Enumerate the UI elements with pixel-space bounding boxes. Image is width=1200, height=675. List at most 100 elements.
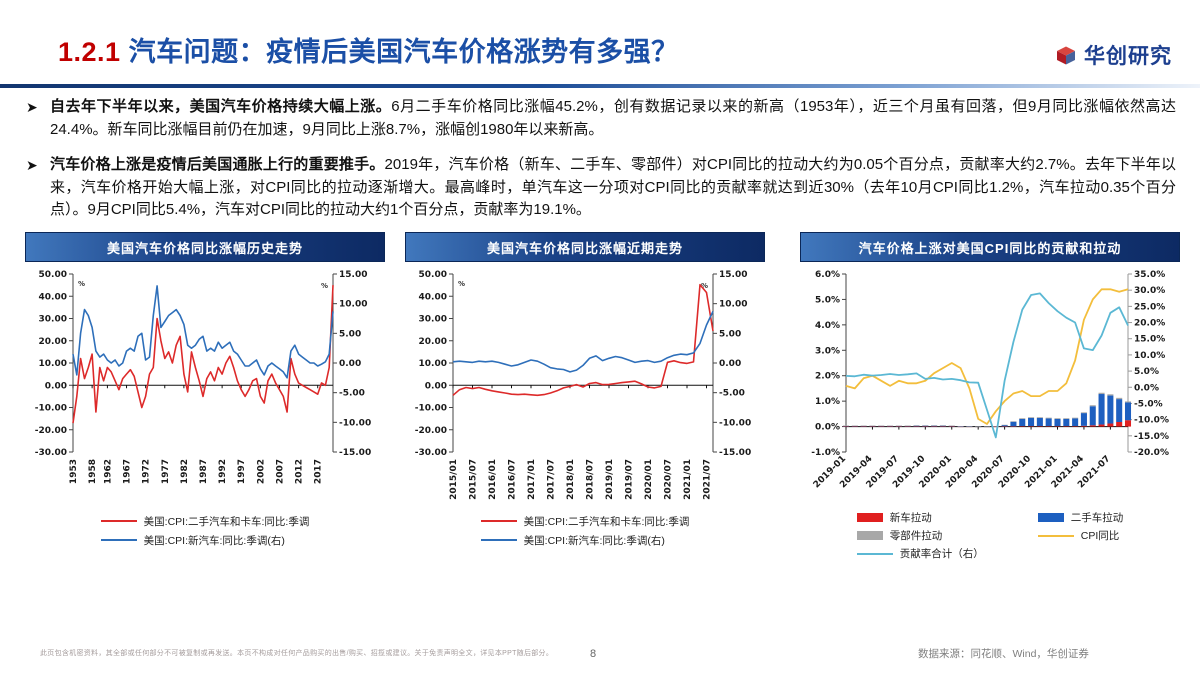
svg-text:2002: 2002 [256,459,266,484]
svg-text:-10.00: -10.00 [339,418,371,428]
svg-text:1953: 1953 [69,459,79,484]
legend-label: 二手车拉动 [1070,512,1124,524]
svg-text:1982: 1982 [180,459,190,484]
svg-text:%: % [321,282,328,290]
svg-text:25.0%: 25.0% [1134,302,1165,312]
svg-text:1992: 1992 [218,459,228,484]
svg-text:1997: 1997 [237,459,247,484]
legend-item: 二手车拉动 [1037,510,1124,525]
svg-text:50.00: 50.00 [419,270,447,280]
svg-text:2020/07: 2020/07 [664,459,674,500]
svg-text:-20.00: -20.00 [415,426,447,436]
svg-text:-5.00: -5.00 [339,389,365,399]
brand-logo-text: 华创研究 [1084,45,1172,68]
svg-text:10.00: 10.00 [39,359,67,369]
svg-text:5.0%: 5.0% [1134,367,1159,377]
svg-text:2015/07: 2015/07 [469,459,479,500]
page-title-text: 汽车问题：疫情后美国汽车价格涨势有多强？ [128,37,679,67]
legend-item: 零部件拉动 [856,528,943,543]
svg-text:3.0%: 3.0% [815,346,840,356]
bullet-1-rest: 6月二手车价格同比涨幅45.2%，创有数据记录以来的新高（1953年），近三个月… [50,98,1176,138]
svg-text:-1.0%: -1.0% [811,448,840,458]
legend-swatch [856,513,883,522]
bullet-2-lead: 汽车价格上涨是疫情后美国通胀上行的重要推手。 [50,156,385,173]
data-source: 数据来源：同花顺、Wind，华创证券 [918,648,1089,660]
svg-text:1977: 1977 [161,459,171,484]
chart-recent-title: 美国汽车价格同比涨幅近期走势 [405,232,765,262]
svg-text:-10.0%: -10.0% [1134,416,1169,426]
svg-text:2017: 2017 [314,459,324,484]
chart-history-title: 美国汽车价格同比涨幅历史走势 [25,232,385,262]
chart-panel-recent: 美国汽车价格同比涨幅近期走势 50.00 40.00 30.00 20.00 10.00… [405,232,765,548]
bullet-item-2: ➤ 汽车价格上涨是疫情后美国通胀上行的重要推手。2019年，汽车价格（新车、二手… [26,154,1176,222]
chart-recent-legend: 美国:CPI:二手汽车和卡车:同比:季调 美国:CPI:新汽车:同比:季调(右) [405,509,765,548]
svg-text:15.0%: 15.0% [1134,335,1165,345]
legend-label: 零部件拉动 [889,530,943,542]
svg-text:2021/01: 2021/01 [683,459,693,500]
svg-text:%: % [78,280,85,288]
svg-text:-15.0%: -15.0% [1134,432,1169,442]
svg-text:1958: 1958 [88,459,98,484]
page-title: 1.2.1 汽车问题：疫情后美国汽车价格涨势有多强？ [58,30,679,69]
legend-item: 新车拉动 [856,510,932,525]
svg-text:10.0%: 10.0% [1134,351,1165,361]
legend-item: 美国:CPI:二手汽车和卡车:同比:季调 [480,514,689,529]
svg-text:2021/07: 2021/07 [703,459,713,500]
svg-text:-15.00: -15.00 [339,448,371,458]
cube-logo-icon [1057,46,1075,65]
bullet-2-rest: 2019年，汽车价格（新车、二手车、零部件）对CPI同比的拉动大约为0.05个百… [50,156,1176,218]
legend-swatch [480,539,517,541]
svg-text:-15.00: -15.00 [719,448,751,458]
legend-label: 美国:CPI:新汽车:同比:季调(右) [143,534,285,547]
footer-disclaimer: 此页包含机密资料，其全部或任何部分不可被复制或再发送。本页不构成对任何产品购买的… [40,650,554,657]
svg-text:-30.00: -30.00 [415,448,447,458]
legend-item: 美国:CPI:二手汽车和卡车:同比:季调 [100,514,309,529]
brand-logo: 华创研究 [1054,40,1172,70]
svg-text:40.00: 40.00 [419,292,447,302]
svg-text:10.00: 10.00 [419,359,447,369]
svg-text:5.0%: 5.0% [815,295,840,305]
svg-text:30.0%: 30.0% [1134,286,1165,296]
svg-text:%: % [701,282,708,290]
svg-text:15.00: 15.00 [339,270,367,280]
svg-text:30.00: 30.00 [39,315,67,325]
legend-swatch [856,552,893,555]
chart-cpi-plot: 6.0% 5.0% 4.0% 3.0% 2.0% 1.0% 0.0% -1.0% 35.0% 30… [811,270,1169,490]
svg-text:10.00: 10.00 [719,300,747,310]
svg-text:1.0%: 1.0% [815,397,840,407]
svg-text:1987: 1987 [199,459,209,484]
svg-text:0.0%: 0.0% [815,423,840,433]
svg-text:1962: 1962 [103,459,113,484]
legend-swatch [1037,534,1074,537]
legend-item: CPI同比 [1037,528,1119,543]
chart-panel-cpi-contribution: 汽车价格上涨对美国CPI同比的贡献和拉动 6.0% 5.0% 4.0% 3.0% 2.0… [800,232,1180,561]
svg-text:%: % [458,280,465,288]
chart-history-legend: 美国:CPI:二手汽车和卡车:同比:季调美国:CPI:新汽车:同比:季调(右) [25,509,385,548]
page-title-number: 1.2.1 [58,37,121,67]
legend-swatch [100,539,137,541]
svg-text:5.00: 5.00 [339,329,361,339]
svg-text:-20.0%: -20.0% [1134,448,1169,458]
svg-text:4.0%: 4.0% [815,321,840,331]
legend-label: 新车拉动 [889,512,932,524]
svg-text:1972: 1972 [142,459,152,484]
svg-text:2017/07: 2017/07 [547,459,557,500]
svg-text:10.00: 10.00 [339,300,367,310]
legend-item: 美国:CPI:新汽车:同比:季调(右) [480,533,665,548]
legend-swatch [856,531,883,540]
svg-text:2017/01: 2017/01 [527,459,537,500]
svg-text:20.00: 20.00 [39,337,67,347]
svg-text:-10.00: -10.00 [35,404,67,414]
svg-text:2015/01: 2015/01 [449,459,459,500]
svg-text:2018/07: 2018/07 [586,459,596,500]
svg-text:2.0%: 2.0% [815,372,840,382]
svg-text:0.00: 0.00 [339,359,361,369]
page-number: 8 [590,648,597,660]
chart-panel-history: 美国汽车价格同比涨幅历史走势 50.00 40.00 30.00 20.00 10.00… [25,232,385,548]
arrow-bullet-icon: ➤ [26,157,38,173]
svg-text:30.00: 30.00 [419,315,447,325]
svg-text:5.00: 5.00 [719,329,741,339]
svg-text:-10.00: -10.00 [719,418,751,428]
chart-history-plot: 50.00 40.00 30.00 20.00 10.00 0.00 -10.00 -20.0… [35,270,371,484]
